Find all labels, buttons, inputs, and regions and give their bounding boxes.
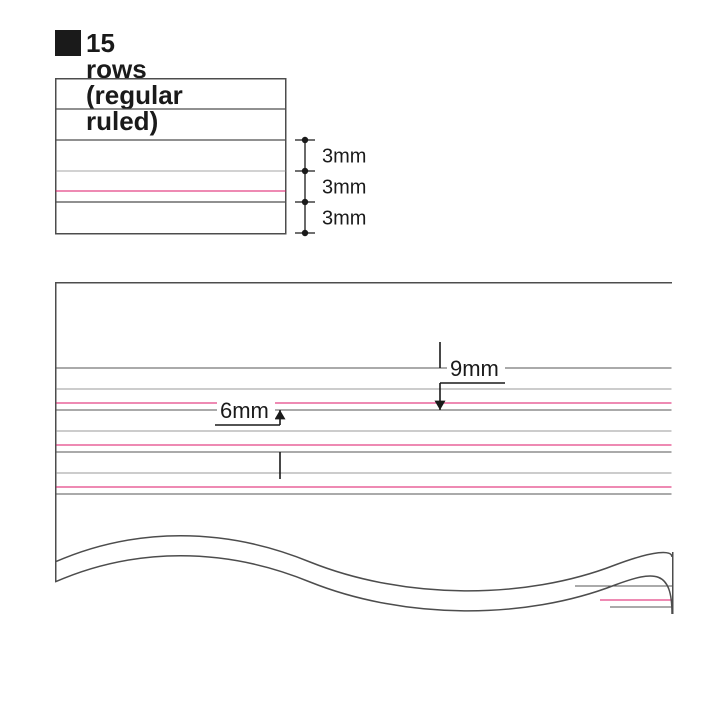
- measure-label: 3mm: [322, 177, 366, 199]
- nine-mm-label: 9mm: [450, 356, 499, 381]
- measure-label: 3mm: [322, 208, 366, 230]
- measure-label: 3mm: [322, 146, 366, 168]
- six-mm-label: 6mm: [220, 398, 269, 423]
- top-diagram: 3mm 3mm 3mm: [55, 78, 435, 237]
- title-square-icon: [55, 30, 81, 56]
- bottom-diagram: 9mm 6mm: [55, 282, 675, 627]
